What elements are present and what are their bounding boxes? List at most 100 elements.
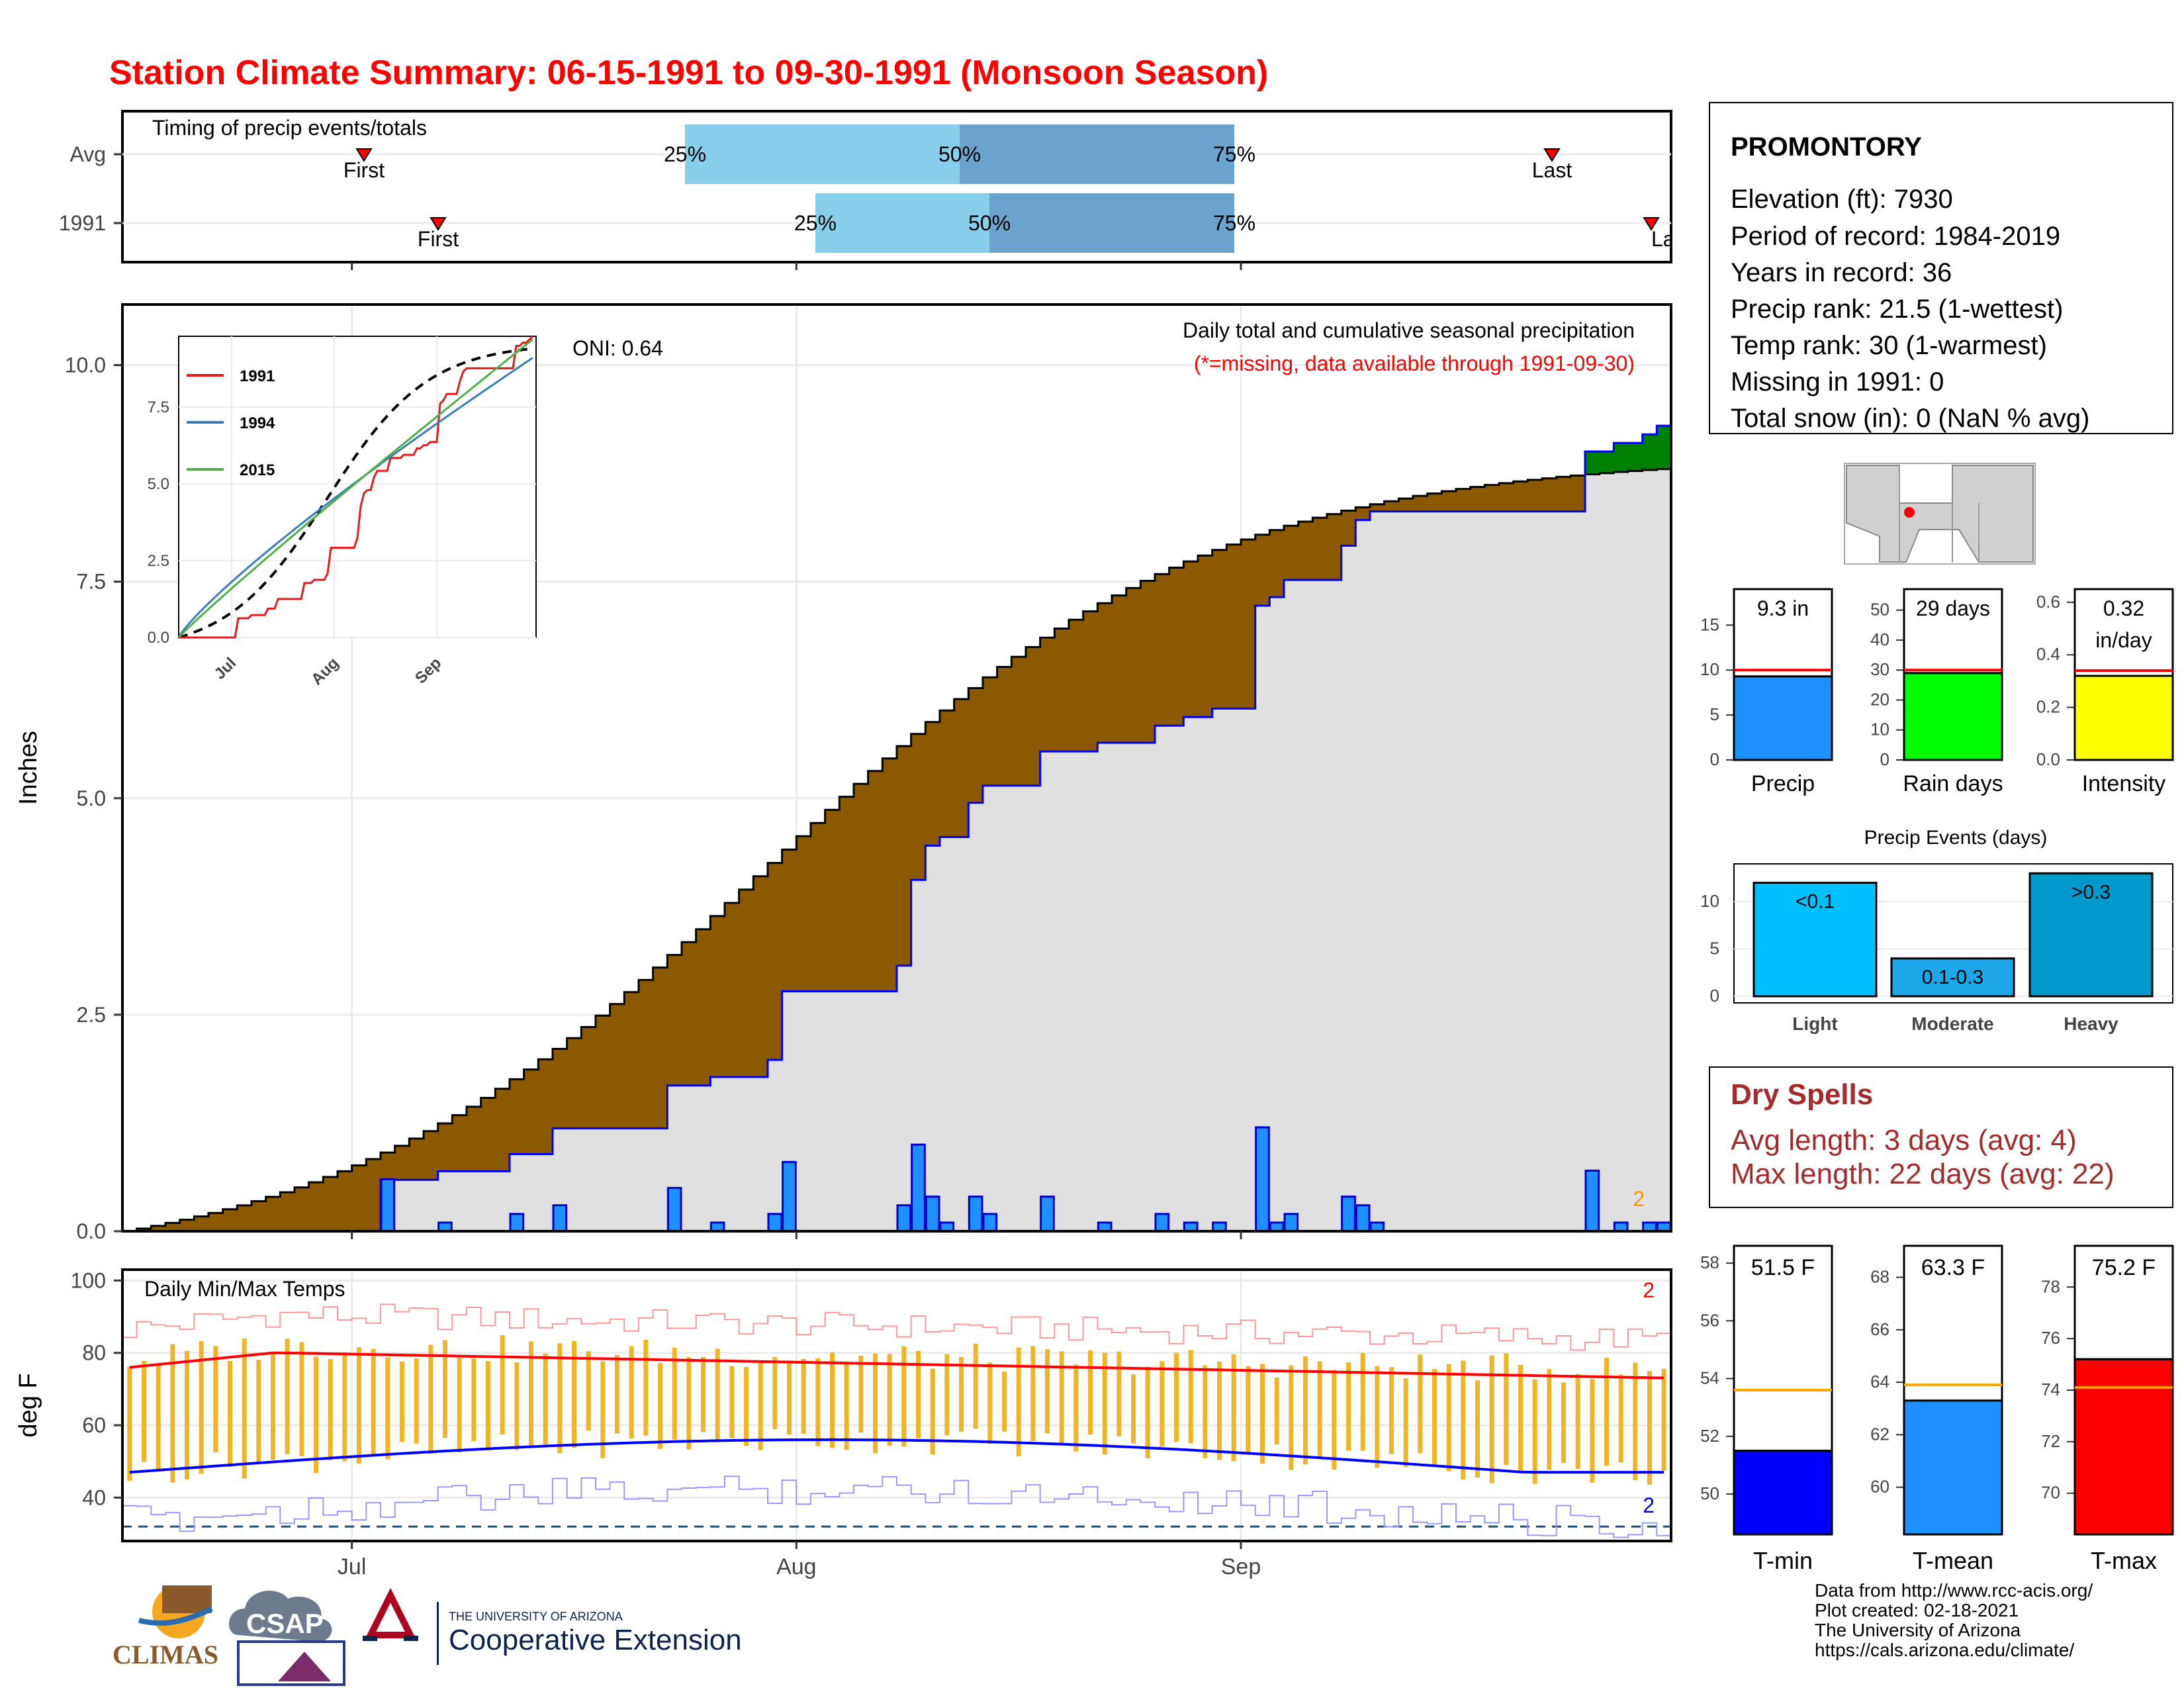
inset-series-line xyxy=(177,338,533,639)
precip-y-axis-label: Inches xyxy=(15,731,42,805)
daily-temp-range-bar xyxy=(701,1357,705,1432)
daily-temp-range-bar xyxy=(400,1361,404,1442)
deficit-band xyxy=(682,942,697,1086)
daily-temp-range-bar xyxy=(385,1357,390,1460)
temp-summary-value-label: 75.2 F xyxy=(2092,1255,2156,1280)
deficit-band xyxy=(222,1209,238,1231)
daily-temp-range-bar xyxy=(1489,1355,1494,1483)
daily-temp-range-bar xyxy=(213,1346,218,1452)
deficit-band xyxy=(811,823,826,992)
temp-panel: Daily Min/Max Temps 2 2 deg F 406080100 … xyxy=(15,1231,1672,1579)
daily-temp-range-bar xyxy=(443,1340,447,1438)
deficit-band xyxy=(452,1115,467,1172)
station-elevation: Elevation (ft): 7930 xyxy=(1731,185,1953,214)
daily-temp-range-bar xyxy=(1332,1370,1337,1470)
timing-p25-label: 25% xyxy=(794,211,837,235)
temp-summary-value-bar xyxy=(2073,1358,2174,1536)
timing-bar-late xyxy=(989,193,1234,253)
daily-temp-range-bar xyxy=(299,1342,304,1456)
temp-summary-y-tick-label: 58 xyxy=(1700,1252,1719,1272)
daily-precip-bar xyxy=(552,1204,568,1233)
deficit-band xyxy=(194,1216,209,1231)
y-tick-label: 0.0 xyxy=(77,1219,106,1243)
summary-y-tick-label: 10 xyxy=(1870,720,1889,739)
daily-temp-range-bar xyxy=(242,1338,247,1479)
events-y-tick-label: 10 xyxy=(1700,891,1719,911)
deficit-band xyxy=(753,876,768,1077)
daily-temp-range-bar xyxy=(1418,1354,1423,1454)
temp-summary-y-tick-label: 70 xyxy=(2041,1483,2060,1503)
last-event-marker xyxy=(1543,148,1561,162)
deficit-band xyxy=(1069,620,1084,752)
temp-summary-y-tick-label: 62 xyxy=(1870,1424,1889,1444)
csap-text: CSAP xyxy=(246,1608,324,1639)
deficit-band xyxy=(940,710,955,837)
deficit-band xyxy=(610,1004,625,1129)
deficit-band xyxy=(710,915,725,1077)
deficit-band xyxy=(1499,483,1514,512)
deficit-band xyxy=(1556,477,1571,512)
daily-temp-range-bar xyxy=(1389,1367,1394,1454)
summary-value-bar xyxy=(1903,672,2003,761)
summary-y-tick-label: 50 xyxy=(1870,600,1889,620)
summary-bar-frame xyxy=(1733,588,1833,678)
deficit-band xyxy=(1370,504,1385,512)
locator-map xyxy=(1844,463,2036,565)
deficit-band xyxy=(782,849,797,992)
daily-temp-range-bar xyxy=(629,1346,634,1439)
daily-temp-range-bar xyxy=(787,1360,792,1435)
station-period: Period of record: 1984-2019 xyxy=(1731,222,2060,251)
deficit-band xyxy=(1226,544,1242,709)
deficit-band xyxy=(151,1225,166,1231)
events-y-tick-label: 5 xyxy=(1710,939,1719,959)
daily-temp-range-bar xyxy=(127,1366,132,1481)
station-snow: Total snow (in): 0 (NaN % avg) xyxy=(1731,404,2089,433)
temp-summary-y-tick-label: 66 xyxy=(1870,1319,1889,1339)
deficit-band xyxy=(1384,501,1399,512)
precip-panel: Inches 0.0 2.5 5.0 7.5 10.0 Daily total and … xyxy=(15,303,1672,1243)
daily-temp-range-bar xyxy=(1633,1362,1638,1481)
daily-temp-range-bar xyxy=(1346,1362,1351,1451)
deficit-band xyxy=(854,784,869,992)
surplus-band xyxy=(1628,443,1643,471)
station-info-box: PROMONTORY Elevation (ft): 7930 Period o… xyxy=(1709,102,2173,434)
daily-temp-range-bar xyxy=(557,1343,563,1453)
temp-summary-y-tick-label: 68 xyxy=(1870,1267,1889,1287)
inset-y-tick-label: 2.5 xyxy=(148,552,169,570)
summary-value-bar xyxy=(1733,675,1833,761)
daily-temp-range-bar xyxy=(672,1347,677,1440)
deficit-band xyxy=(639,980,654,1129)
daily-precip-bar xyxy=(982,1213,998,1233)
daily-temp-range-bar xyxy=(1303,1356,1308,1465)
daily-temp-range-bar xyxy=(471,1358,477,1442)
daily-temp-range-bar xyxy=(1289,1365,1294,1470)
daily-temp-range-bar xyxy=(1618,1374,1623,1463)
daily-temp-range-bar xyxy=(643,1339,649,1436)
deficit-band xyxy=(1198,555,1213,718)
temp-summary-y-tick-label: 64 xyxy=(1870,1372,1889,1391)
deficit-band xyxy=(1083,611,1098,752)
event-bar xyxy=(2028,872,2154,998)
event-bar-label: Heavy xyxy=(2064,1013,2118,1034)
temp-summary-frame xyxy=(2073,1244,2174,1360)
daily-temp-range-bar xyxy=(1532,1379,1537,1484)
deficit-band xyxy=(1298,522,1313,581)
summary-y-tick-label: 0 xyxy=(1710,749,1719,769)
daily-precip-bar xyxy=(380,1178,396,1233)
daily-temp-range-bar xyxy=(944,1354,950,1436)
daily-temp-range-bar xyxy=(772,1357,778,1429)
deficit-band xyxy=(394,1145,410,1180)
deficit-band xyxy=(409,1139,424,1180)
surplus-band xyxy=(1585,451,1600,475)
deficit-band xyxy=(480,1098,496,1172)
daily-temp-range-bar xyxy=(658,1362,662,1449)
temp-summary-y-tick-label: 60 xyxy=(1870,1477,1889,1497)
events-y-tick-label: 0 xyxy=(1710,986,1719,1006)
events-title: Precip Events (days) xyxy=(1864,827,2048,849)
daily-temp-range-bar xyxy=(973,1344,978,1429)
daily-temp-range-bar xyxy=(1174,1352,1179,1442)
daily-temp-range-bar xyxy=(1045,1349,1050,1434)
deficit-band xyxy=(1327,514,1342,581)
deficit-band xyxy=(911,733,926,880)
daily-precip-bar xyxy=(896,1204,912,1233)
